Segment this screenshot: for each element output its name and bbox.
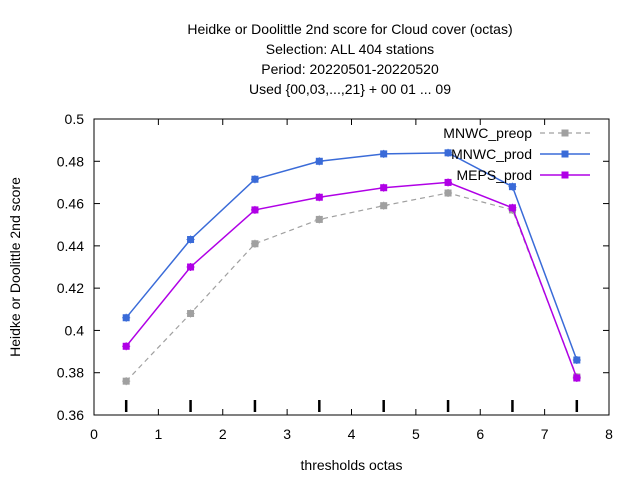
bottom-markers [124,400,579,412]
chart-title: Heidke or Doolittle 2nd score for Cloud … [187,21,512,97]
y-axis-ticks: 0.36 0.38 0.4 0.42 0.44 0.46 0.48 0.5 [57,111,609,423]
x-tick-label: 1 [154,426,162,442]
x-tick-label: 8 [605,426,613,442]
series-lines [122,148,581,386]
legend-label: MEPS_prod [457,167,532,183]
y-tick-label: 0.42 [57,280,84,296]
x-tick-label: 7 [541,426,549,442]
legend-label: MNWC_prod [451,146,532,162]
series-line-meps-prod [125,181,578,379]
legend: MNWC_preop MNWC_prod MEPS_prod [443,125,590,183]
y-tick-label: 0.44 [57,238,84,254]
legend-marker [561,150,569,158]
chart-title-line: Period: 20220501-20220520 [261,61,439,77]
series-line-mnwc-prod [125,152,578,361]
x-tick-label: 5 [412,426,420,442]
legend-marker [561,171,569,179]
series-line-mnwc-preop [125,192,578,382]
y-axis-label: Heidke or Doolittle 2nd score [7,177,23,357]
x-tick-label: 6 [476,426,484,442]
legend-label: MNWC_preop [443,125,532,141]
y-tick-label: 0.46 [57,196,84,212]
x-tick-label: 0 [90,426,98,442]
x-axis-label: thresholds octas [301,457,403,473]
y-tick-label: 0.5 [65,111,85,127]
plot-frame [93,118,610,416]
y-tick-label: 0.36 [57,407,84,423]
y-tick-label: 0.4 [65,322,85,338]
x-tick-label: 4 [348,426,356,442]
chart-title-line: Heidke or Doolittle 2nd score for Cloud … [187,21,512,37]
x-tick-label: 2 [219,426,227,442]
axis-labels: thresholds octas Heidke or Doolittle 2nd… [7,177,402,473]
plot-area: 0 1 2 3 4 5 6 7 8 0.36 0.38 0.4 0.42 0.44 0.46 0.48 0.5… [57,111,613,442]
x-tick-label: 3 [283,426,291,442]
y-tick-label: 0.48 [57,153,84,169]
x-axis-ticks: 0 1 2 3 4 5 6 7 8 [90,119,613,442]
y-tick-label: 0.38 [57,365,84,381]
legend-marker [561,129,569,137]
chart-title-line: Used {00,03,...,21} + 00 01 ... 09 [249,81,451,97]
chart-title-line: Selection: ALL 404 stations [266,41,434,57]
